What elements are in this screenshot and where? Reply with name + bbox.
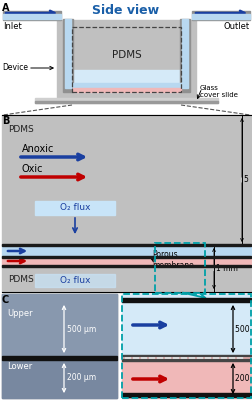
Bar [63, 19, 73, 92]
Bar [35, 98, 217, 103]
Text: Lower: Lower [7, 362, 32, 371]
Bar [181, 19, 187, 88]
Bar [220, 356, 225, 360]
Bar [191, 11, 249, 20]
Bar [2, 294, 116, 356]
Bar [72, 27, 180, 92]
Bar [180, 356, 185, 360]
Bar [154, 243, 204, 293]
Bar [2, 115, 250, 245]
Bar [3, 11, 61, 20]
Bar [73, 88, 180, 92]
Bar [121, 393, 250, 397]
Bar [236, 356, 241, 360]
Bar [156, 356, 161, 360]
Text: 500 μm: 500 μm [234, 324, 252, 334]
Bar [121, 359, 250, 360]
Text: A: A [2, 3, 10, 13]
Bar [35, 101, 217, 103]
Bar [212, 356, 217, 360]
Text: PDMS: PDMS [8, 275, 34, 284]
Text: O₂ flux: O₂ flux [59, 204, 90, 212]
Bar [191, 14, 249, 19]
Text: Anoxic: Anoxic [22, 144, 54, 154]
Bar [2, 256, 250, 258]
Bar [2, 245, 250, 257]
Bar [35, 201, 115, 215]
Bar [73, 70, 180, 92]
Text: 1 mm: 1 mm [215, 264, 237, 273]
Text: Glass
cover slide: Glass cover slide [199, 85, 237, 98]
Text: Porous
membrane: Porous membrane [151, 250, 193, 270]
Bar [133, 356, 137, 360]
Bar [2, 265, 250, 267]
Text: O₂ flux: O₂ flux [59, 276, 90, 285]
Text: 200 μm: 200 μm [67, 374, 96, 382]
Text: B: B [2, 116, 9, 126]
Text: 500 μm: 500 μm [67, 324, 96, 334]
Bar [2, 267, 250, 292]
Bar [57, 20, 195, 100]
Bar [148, 356, 153, 360]
Text: PDMS: PDMS [111, 50, 141, 60]
Bar [204, 356, 209, 360]
Bar [124, 356, 130, 360]
Bar [2, 244, 250, 246]
Bar [73, 83, 180, 87]
Text: C: C [2, 295, 9, 305]
Text: PDMS: PDMS [8, 125, 34, 134]
Bar [121, 298, 250, 302]
Bar [3, 14, 61, 19]
Bar [121, 294, 250, 398]
Bar [228, 356, 233, 360]
Text: 5 mm: 5 mm [243, 176, 252, 184]
Bar [196, 356, 201, 360]
Text: Side view: Side view [92, 4, 159, 17]
Bar [179, 19, 189, 92]
Bar [121, 356, 250, 398]
Bar [2, 360, 116, 398]
Bar [188, 356, 193, 360]
Bar [2, 356, 116, 360]
Bar [164, 356, 169, 360]
Bar [140, 356, 145, 360]
Bar [35, 274, 115, 287]
Bar [65, 19, 71, 88]
Text: Upper: Upper [7, 309, 33, 318]
Text: Outlet: Outlet [223, 22, 249, 31]
Text: 200 μm: 200 μm [234, 374, 252, 383]
Text: Oxic: Oxic [22, 164, 43, 174]
Text: Inlet: Inlet [3, 22, 22, 31]
Bar [121, 354, 250, 356]
Bar [172, 356, 177, 360]
Text: Device: Device [2, 64, 28, 72]
Bar [2, 258, 250, 266]
Bar [121, 294, 250, 398]
Bar [2, 294, 116, 398]
